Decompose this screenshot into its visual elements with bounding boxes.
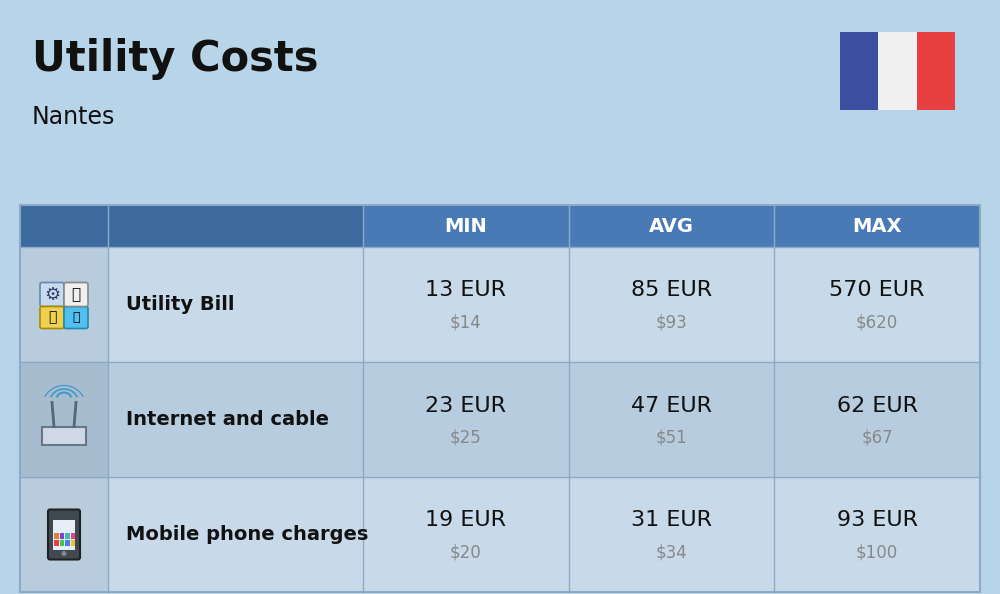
Bar <box>840 32 878 110</box>
Text: 23 EUR: 23 EUR <box>425 396 506 415</box>
FancyBboxPatch shape <box>64 307 88 328</box>
Bar <box>20 247 980 362</box>
Bar <box>54 533 58 539</box>
Text: MIN: MIN <box>444 216 487 235</box>
Text: 13 EUR: 13 EUR <box>425 280 506 301</box>
Text: Utility Costs: Utility Costs <box>32 38 318 80</box>
Bar <box>70 533 75 539</box>
Text: AVG: AVG <box>649 216 694 235</box>
Text: 💧: 💧 <box>72 311 80 324</box>
Bar <box>60 533 64 539</box>
Bar <box>65 540 70 545</box>
Text: 19 EUR: 19 EUR <box>425 510 506 530</box>
Text: $20: $20 <box>450 544 482 561</box>
Text: $67: $67 <box>861 428 893 447</box>
Text: 85 EUR: 85 EUR <box>631 280 712 301</box>
Bar <box>70 540 75 545</box>
FancyBboxPatch shape <box>40 283 64 307</box>
Bar <box>20 205 980 247</box>
Bar <box>65 533 70 539</box>
Bar <box>878 32 917 110</box>
Circle shape <box>62 551 66 556</box>
Text: $25: $25 <box>450 428 482 447</box>
Bar <box>60 540 64 545</box>
Text: 31 EUR: 31 EUR <box>631 510 712 530</box>
Text: 👤: 👤 <box>71 287 81 302</box>
Text: $34: $34 <box>656 544 687 561</box>
Bar <box>20 362 980 477</box>
Text: 🔌: 🔌 <box>48 311 56 324</box>
FancyBboxPatch shape <box>64 283 88 307</box>
Bar <box>20 362 108 477</box>
Bar <box>42 426 86 444</box>
Text: 47 EUR: 47 EUR <box>631 396 712 415</box>
Text: 62 EUR: 62 EUR <box>837 396 918 415</box>
Bar <box>20 477 980 592</box>
Text: $14: $14 <box>450 314 482 331</box>
Text: Utility Bill: Utility Bill <box>126 295 234 314</box>
Text: 93 EUR: 93 EUR <box>837 510 918 530</box>
Bar <box>917 32 955 110</box>
Text: Mobile phone charges: Mobile phone charges <box>126 525 368 544</box>
Text: $620: $620 <box>856 314 898 331</box>
Text: Nantes: Nantes <box>32 105 115 129</box>
Bar <box>20 205 363 247</box>
Text: $100: $100 <box>856 544 898 561</box>
Text: 570 EUR: 570 EUR <box>829 280 925 301</box>
FancyBboxPatch shape <box>40 307 64 328</box>
Bar <box>53 520 75 549</box>
Text: Internet and cable: Internet and cable <box>126 410 329 429</box>
Bar <box>20 205 980 592</box>
Text: $51: $51 <box>656 428 687 447</box>
Bar <box>20 477 108 592</box>
Text: $93: $93 <box>656 314 687 331</box>
Text: MAX: MAX <box>852 216 902 235</box>
Bar <box>54 540 58 545</box>
FancyBboxPatch shape <box>48 510 80 560</box>
Text: ⚙: ⚙ <box>44 286 60 304</box>
Bar <box>20 247 108 362</box>
